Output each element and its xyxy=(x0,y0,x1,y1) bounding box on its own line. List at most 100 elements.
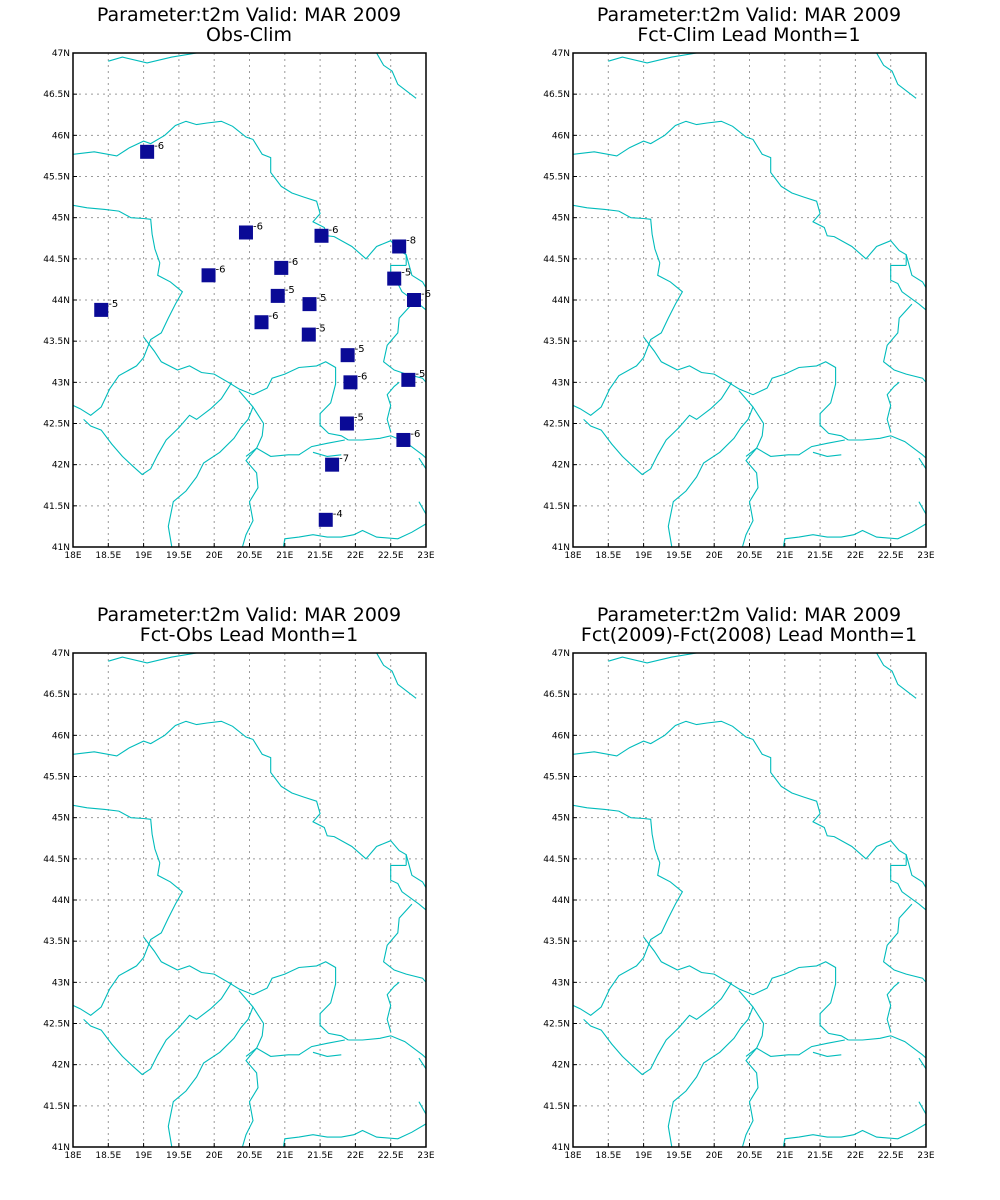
country-border xyxy=(667,390,754,548)
country-border xyxy=(848,435,927,459)
lon-tick-label: 21E xyxy=(276,551,293,561)
country-border xyxy=(72,204,184,416)
country-border xyxy=(245,1039,345,1057)
lon-tick-label: 18.5E xyxy=(595,1151,621,1161)
lat-tick-label: 46N xyxy=(552,131,570,141)
station-value-label: -6 xyxy=(357,371,367,382)
country-border xyxy=(376,652,417,699)
lon-tick-label: 22.5E xyxy=(378,1151,404,1161)
lat-tick-label: 42.5N xyxy=(543,1020,570,1030)
station-value-label: -6 xyxy=(410,429,420,440)
lat-tick-label: 46N xyxy=(552,731,570,741)
lat-tick-label: 46.5N xyxy=(43,690,70,700)
lat-tick-label: 45.5N xyxy=(43,773,70,783)
lon-tick-label: 18.5E xyxy=(95,1151,121,1161)
station-marker xyxy=(396,432,411,447)
lat-tick-label: 45N xyxy=(552,214,570,224)
lat-tick-label: 44N xyxy=(552,296,570,306)
country-border xyxy=(643,936,849,1041)
country-border xyxy=(918,1101,927,1115)
station-marker xyxy=(301,327,316,342)
country-border xyxy=(905,854,927,888)
lat-tick-label: 46N xyxy=(52,731,70,741)
station-marker xyxy=(343,375,358,390)
lat-tick-label: 47N xyxy=(52,49,70,59)
country-border xyxy=(848,1035,927,1059)
station-marker xyxy=(238,225,253,240)
station-value-label: -6 xyxy=(288,257,298,268)
lon-tick-label: 22E xyxy=(347,1151,364,1161)
country-border xyxy=(167,990,254,1148)
lon-tick-label: 21.5E xyxy=(307,1151,333,1161)
lat-tick-label: 45N xyxy=(52,214,70,224)
lat-tick-label: 41.5N xyxy=(43,502,70,512)
lat-tick-label: 44N xyxy=(52,896,70,906)
country-border xyxy=(386,381,400,432)
lon-tick-label: 22E xyxy=(347,551,364,561)
country-border xyxy=(241,406,265,548)
map-panel-fct-obs: Parameter:t2m Valid: MAR 2009 Fct-Obs Le… xyxy=(0,600,500,1200)
country-border xyxy=(108,52,197,64)
lat-tick-label: 46N xyxy=(52,131,70,141)
country-border xyxy=(418,457,427,470)
country-border xyxy=(643,336,849,441)
lon-tick-label: 20.5E xyxy=(737,551,763,561)
country-border xyxy=(583,982,733,1076)
lat-tick-label: 45N xyxy=(552,814,570,824)
station-value-label: -8 xyxy=(406,235,416,246)
station-marker xyxy=(406,293,421,307)
country-border xyxy=(782,1123,927,1148)
country-border xyxy=(72,720,407,866)
lon-tick-label: 20.5E xyxy=(237,1151,263,1161)
country-border xyxy=(812,451,842,457)
lon-tick-label: 21.5E xyxy=(807,1151,833,1161)
lon-tick-label: 22E xyxy=(847,1151,864,1161)
lat-tick-label: 42N xyxy=(552,1061,570,1071)
lat-tick-label: 42.5N xyxy=(543,420,570,430)
country-border xyxy=(882,303,927,383)
lat-tick-label: 42.5N xyxy=(43,1020,70,1030)
lat-tick-label: 43N xyxy=(52,378,70,388)
lon-tick-label: 19E xyxy=(135,551,152,561)
country-border xyxy=(890,264,927,311)
lon-tick-label: 22.5E xyxy=(378,551,404,561)
lon-tick-label: 18.5E xyxy=(595,551,621,561)
station-marker xyxy=(201,268,216,283)
panel-title-line1: Parameter:t2m Valid: MAR 2009 xyxy=(97,604,401,626)
lat-tick-label: 43N xyxy=(552,378,570,388)
lon-tick-label: 18E xyxy=(64,1151,81,1161)
lon-tick-label: 21E xyxy=(276,1151,293,1161)
lon-tick-label: 19.5E xyxy=(666,551,692,561)
lon-tick-label: 22.5E xyxy=(878,1151,904,1161)
station-value-label: -6 xyxy=(269,311,279,322)
station-marker xyxy=(339,416,354,431)
country-border xyxy=(348,435,427,459)
lat-tick-label: 46.5N xyxy=(43,90,70,100)
country-border xyxy=(405,854,427,888)
country-border xyxy=(282,523,427,548)
station-marker xyxy=(270,288,285,303)
country-border xyxy=(583,382,733,476)
station-value-label: -4 xyxy=(333,509,343,520)
station-value-label: -5 xyxy=(355,344,365,355)
country-border xyxy=(376,52,417,99)
map-svg: Parameter:t2m Valid: MAR 2009 Fct-Obs Le… xyxy=(43,604,435,1161)
country-border xyxy=(405,254,427,288)
lon-tick-label: 18.5E xyxy=(95,551,121,561)
country-border xyxy=(608,652,697,664)
station-value-label: -5 xyxy=(316,324,326,335)
lon-tick-label: 21.5E xyxy=(307,551,333,561)
station-marker xyxy=(140,144,155,159)
station-marker xyxy=(302,297,317,312)
lon-tick-label: 23E xyxy=(417,1151,434,1161)
lon-tick-label: 19.5E xyxy=(166,1151,192,1161)
lon-tick-label: 22E xyxy=(847,551,864,561)
lat-tick-label: 42.5N xyxy=(43,420,70,430)
panel-title-line1: Parameter:t2m Valid: MAR 2009 xyxy=(597,604,901,626)
lon-tick-label: 20E xyxy=(206,551,223,561)
lat-tick-label: 43.5N xyxy=(43,337,70,347)
country-border xyxy=(905,254,927,288)
country-border xyxy=(782,523,927,548)
station-value-label: -6 xyxy=(216,264,226,275)
lon-tick-label: 20E xyxy=(706,551,723,561)
